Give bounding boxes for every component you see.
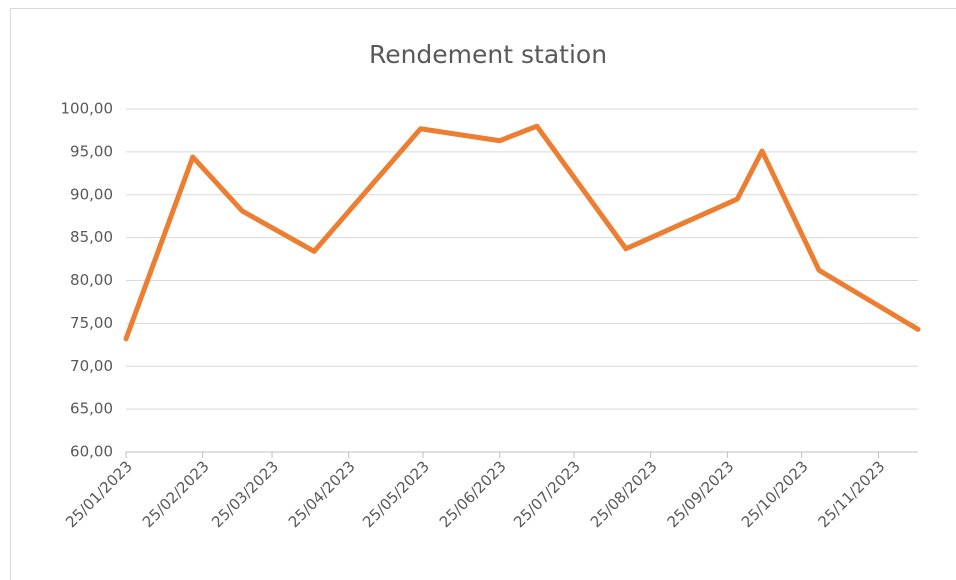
y-tick-label: 70,00: [70, 357, 113, 375]
y-tick-label: 95,00: [70, 142, 113, 160]
y-tick-label: 80,00: [70, 271, 113, 289]
y-tick-label: 65,00: [70, 400, 113, 418]
chart-title: Rendement station: [369, 40, 607, 69]
y-tick-label: 60,00: [70, 443, 113, 461]
y-tick-label: 75,00: [70, 314, 113, 332]
chart-area: [10, 8, 956, 580]
data-line: [123, 123, 921, 342]
y-tick-label: 100,00: [61, 100, 114, 118]
y-tick-label: 85,00: [70, 228, 113, 246]
y-tick-label: 90,00: [70, 185, 113, 203]
